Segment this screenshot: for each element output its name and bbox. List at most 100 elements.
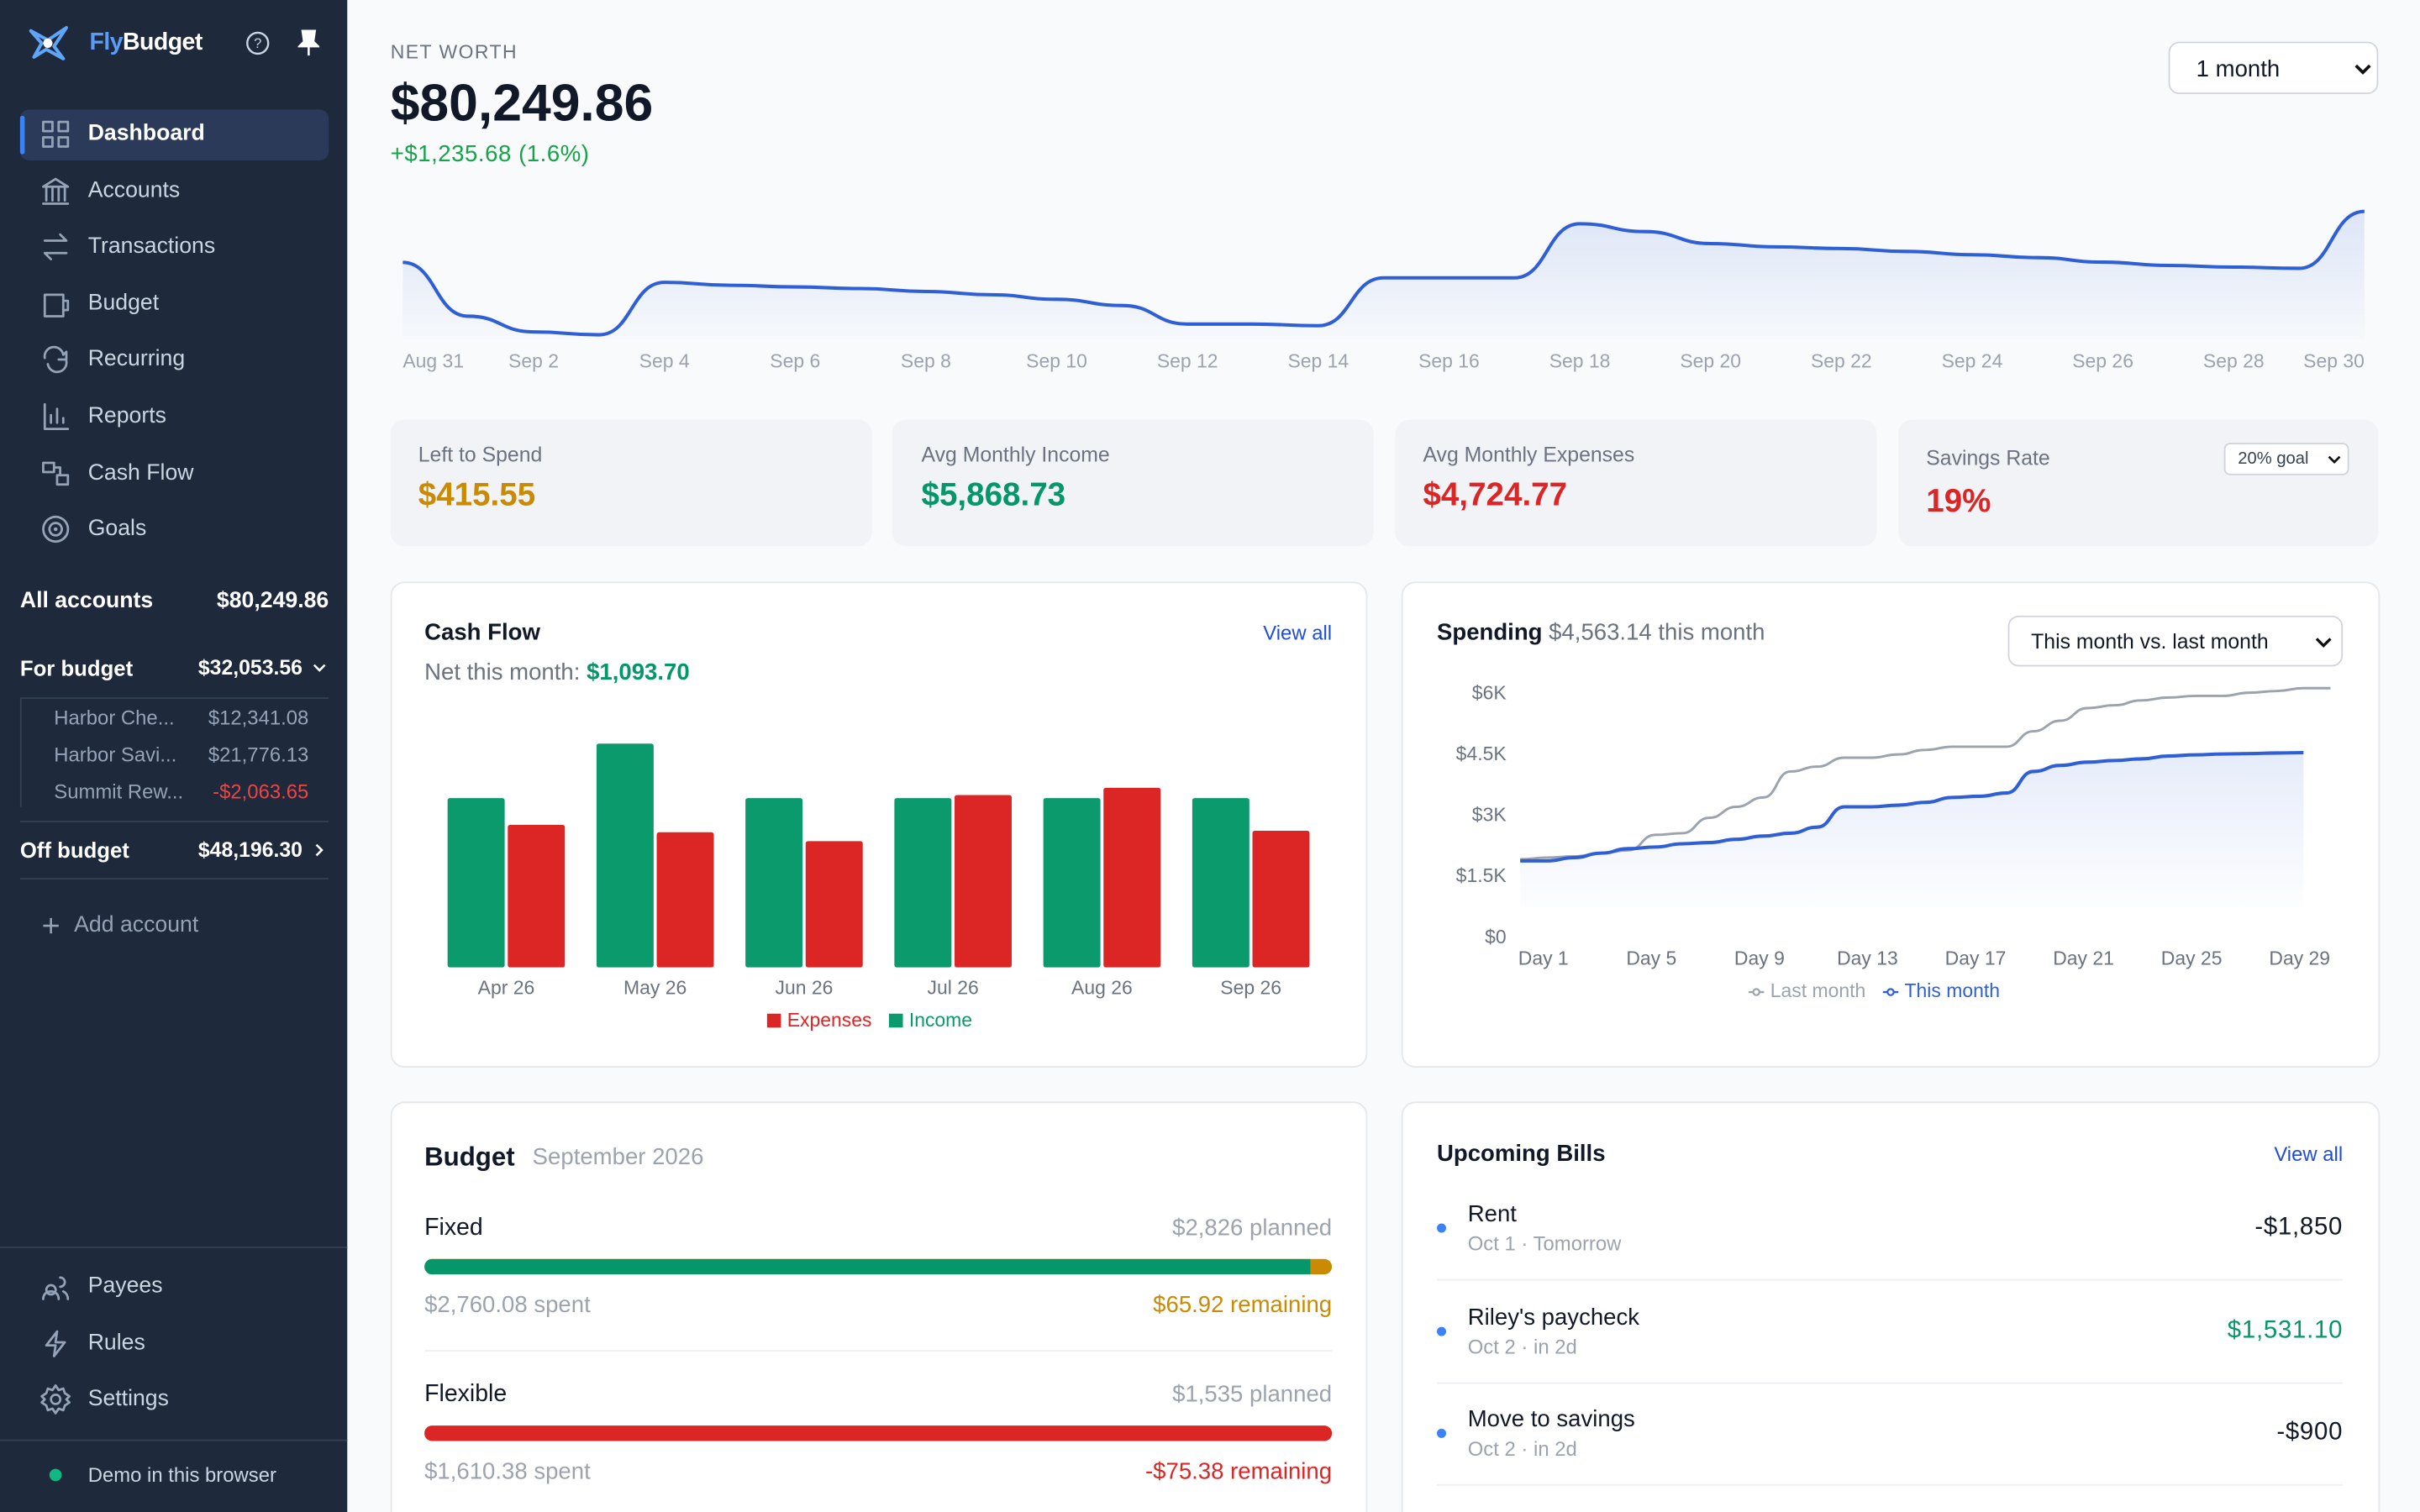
off-budget-label[interactable]: Off budget xyxy=(19,837,129,863)
chevron-down[interactable] xyxy=(312,662,327,675)
bar xyxy=(447,798,505,968)
x-tick-label: Day 13 xyxy=(1837,948,1898,969)
divider xyxy=(0,1439,348,1441)
brand-fly: Fly xyxy=(89,29,124,56)
period-select[interactable]: 1 month xyxy=(2168,41,2379,95)
x-tick-label: Sep 30 xyxy=(2303,350,2365,372)
budget-group-name: Flexible xyxy=(424,1380,508,1407)
icon-shape xyxy=(43,293,70,318)
compare-select[interactable]: This month vs. last month xyxy=(2007,615,2344,667)
for-budget-total: $32,053.56 xyxy=(197,656,303,680)
nav-item[interactable]: Settings xyxy=(87,1386,169,1412)
bill-name[interactable]: Move to savings xyxy=(1467,1406,1635,1433)
bar xyxy=(894,798,952,968)
spending-line xyxy=(1520,751,2304,863)
view-all-link[interactable]: View all xyxy=(1263,621,1333,644)
all-accounts-label[interactable]: All accounts xyxy=(19,589,154,614)
chevron-down xyxy=(2315,638,2332,648)
stat-value: 19% xyxy=(1926,483,1991,520)
spending-title: Spending xyxy=(1437,619,1543,646)
bill-amount: $1,531.10 xyxy=(2227,1316,2344,1343)
divider xyxy=(1437,1483,2344,1486)
icon-shape xyxy=(42,516,70,543)
nav-item[interactable]: Rules xyxy=(87,1330,145,1356)
bill-dot xyxy=(1437,1326,1447,1336)
nav-item[interactable]: Accounts xyxy=(87,177,181,203)
budget-spent: $2,760.08 spent xyxy=(424,1292,591,1319)
help-icon[interactable]: ? xyxy=(245,31,270,55)
nav-item[interactable]: Goals xyxy=(87,517,147,542)
budget-group-name: Fixed xyxy=(424,1214,483,1242)
budget-track xyxy=(424,1258,1333,1275)
nav-item[interactable]: Dashboard xyxy=(87,121,205,147)
nav-item[interactable]: Payees xyxy=(87,1273,163,1299)
divider xyxy=(19,821,329,822)
brand-budget: Budget xyxy=(123,29,203,56)
sidebar: FlyBudget ? Dashboard Accounts Transaction… xyxy=(0,0,348,1512)
x-tick-label: Sep 14 xyxy=(1287,350,1349,372)
divider xyxy=(0,1247,348,1248)
icon-shape xyxy=(43,234,68,261)
bill-dot xyxy=(1437,1223,1447,1233)
bar xyxy=(1192,798,1249,968)
account-name[interactable]: Harbor Che... xyxy=(54,706,175,729)
chevron-right[interactable] xyxy=(313,843,326,858)
x-tick-label: Sep 18 xyxy=(1549,350,1611,372)
legend-label: Expenses xyxy=(787,1009,872,1031)
x-tick-label: Sep 26 xyxy=(1220,976,1281,998)
spending-line xyxy=(1520,686,2331,861)
budget-track xyxy=(424,1425,1333,1441)
logo xyxy=(29,26,69,60)
goal-value: 20% goal xyxy=(2238,449,2309,469)
nav-icon xyxy=(42,176,70,205)
account-balance: $12,341.08 xyxy=(208,706,309,729)
bar xyxy=(1252,830,1310,968)
period-value: 1 month xyxy=(2196,56,2281,83)
divider xyxy=(1437,1381,2344,1383)
add-account[interactable]: Add account xyxy=(74,912,199,938)
bar xyxy=(1043,798,1101,968)
nav-item[interactable]: Transactions xyxy=(87,234,216,260)
nav-item[interactable]: Reports xyxy=(87,403,166,429)
legend-label: This month xyxy=(1905,979,2000,1001)
net-worth-line xyxy=(402,209,2365,337)
nav-item[interactable]: Recurring xyxy=(87,347,186,372)
y-tick-label: $0 xyxy=(1485,926,1507,948)
nav-item[interactable]: Budget xyxy=(87,291,160,316)
status-dot xyxy=(49,1468,62,1482)
y-tick-label: $3K xyxy=(1472,804,1507,826)
goal-select[interactable]: 20% goal xyxy=(2223,443,2349,475)
x-tick-label: Sep 6 xyxy=(770,350,820,372)
account-name[interactable]: Summit Rew... xyxy=(54,780,184,804)
view-all-link[interactable]: View all xyxy=(2274,1142,2344,1166)
nav-icon xyxy=(43,402,70,430)
for-budget-label[interactable]: For budget xyxy=(19,655,134,681)
stat-label: Avg Monthly Income xyxy=(921,443,1110,467)
x-tick-label: Sep 4 xyxy=(639,350,690,372)
x-tick-label: Sep 26 xyxy=(2072,350,2133,372)
bar xyxy=(596,743,654,968)
budget-title: Budget xyxy=(424,1142,515,1173)
account-name[interactable]: Harbor Savi... xyxy=(54,743,177,766)
bill-when: Oct 2 · in 2d xyxy=(1467,1436,1577,1461)
bill-name[interactable]: Riley's paycheck xyxy=(1467,1304,1640,1331)
bar xyxy=(656,832,714,968)
x-tick-label: Day 21 xyxy=(2053,948,2114,969)
legend-swatch xyxy=(766,1013,781,1028)
stat-value: $4,724.77 xyxy=(1423,477,1568,513)
legend-swatch xyxy=(888,1013,903,1028)
nav-item[interactable]: Cash Flow xyxy=(87,459,194,486)
x-tick-label: Day 29 xyxy=(2269,948,2330,969)
net-worth-label: NET WORTH xyxy=(390,41,518,63)
stat-card xyxy=(892,419,1374,547)
bill-name[interactable]: Rent xyxy=(1467,1200,1517,1228)
stat-card xyxy=(1898,419,2379,547)
pin-icon[interactable] xyxy=(297,29,320,57)
net-value: $1,093.70 xyxy=(587,659,690,686)
stat-label: Avg Monthly Expenses xyxy=(1423,443,1635,467)
budget-period: September 2026 xyxy=(532,1143,704,1171)
bills-card xyxy=(1401,1101,2381,1512)
x-tick-label: Sep 16 xyxy=(1418,350,1480,372)
status: Demo in this browser xyxy=(87,1463,276,1487)
nav-icon xyxy=(42,120,70,148)
